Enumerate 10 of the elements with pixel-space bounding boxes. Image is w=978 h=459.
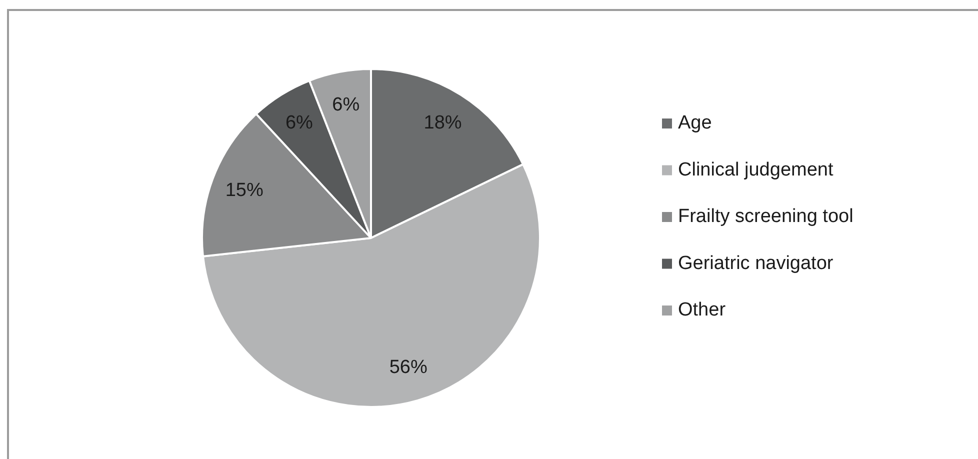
data-label: 18%	[424, 112, 462, 134]
data-label: 15%	[225, 180, 264, 201]
legend-label: Age	[678, 112, 712, 134]
legend-label: Clinical judgement	[678, 159, 834, 180]
legend-label: Frailty screening tool	[678, 206, 854, 228]
data-label: 56%	[389, 357, 428, 378]
legend-label: Geriatric navigator	[678, 252, 834, 274]
data-label: 6%	[285, 112, 314, 134]
data-label: 6%	[332, 94, 360, 116]
legend-label: Other	[678, 300, 726, 321]
